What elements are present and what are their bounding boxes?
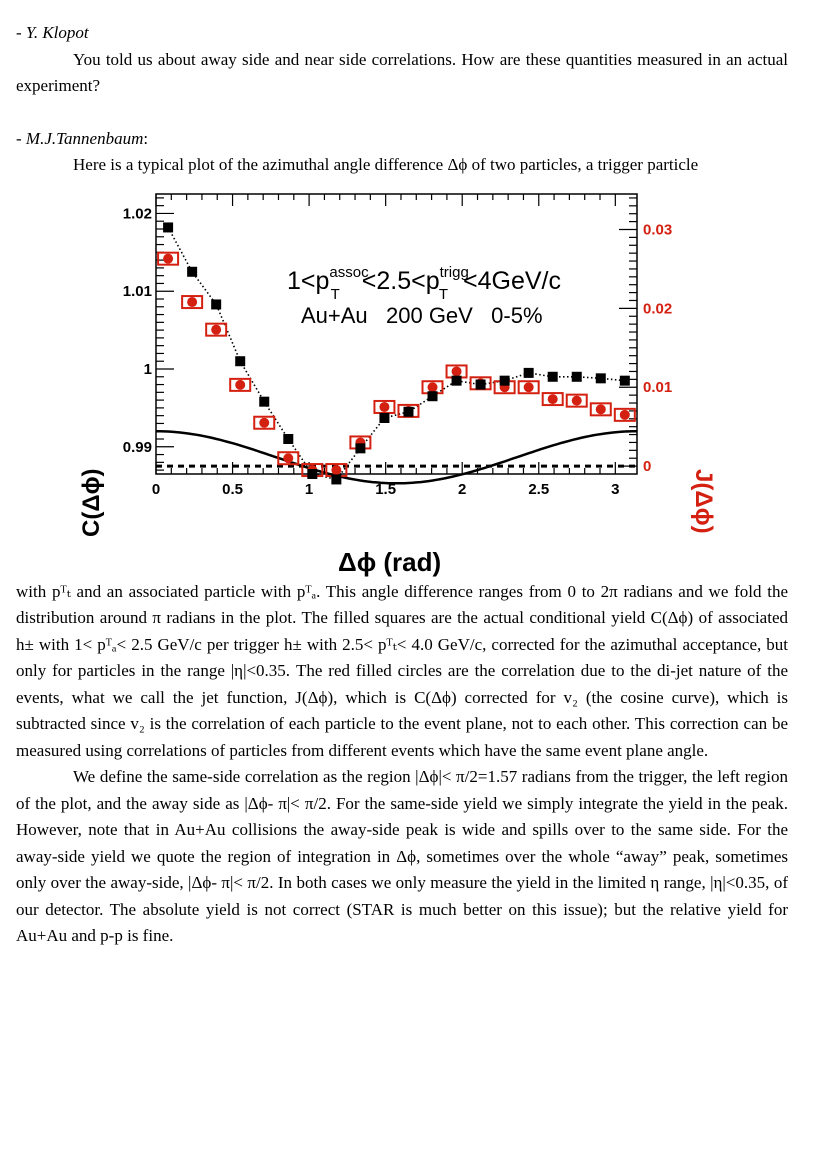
j-syst-box: [373, 399, 396, 414]
x-tick-label: 0: [152, 481, 160, 498]
speaker-name: M.J.Tannenbaum: [25, 128, 144, 148]
c-point: [499, 375, 510, 386]
left-tick-label: 1.02: [123, 205, 152, 222]
c-point: [595, 372, 606, 383]
c-point: [307, 468, 318, 479]
j-syst-box: [253, 415, 276, 430]
j-syst-box: [565, 393, 588, 408]
j-point: [619, 409, 630, 420]
question-text: You told us about away side and near sid…: [16, 49, 788, 96]
x-tick-label: 2.5: [528, 481, 549, 498]
c-point: [211, 298, 222, 309]
x-tick-label: 3: [611, 481, 619, 498]
page-body: - Y. Klopot You told us about away side …: [16, 20, 788, 950]
x-tick-label: 1: [305, 481, 313, 498]
j-point: [595, 403, 606, 414]
right-tick-label: 0: [643, 458, 651, 475]
paragraph-1: with pᵀₜ and an associated particle with…: [16, 581, 788, 760]
c-point: [547, 371, 558, 382]
plot-frame: [155, 192, 638, 475]
c-point: [259, 396, 270, 407]
left-tick-label: 0.99: [123, 438, 152, 455]
c-point: [475, 379, 486, 390]
right-tick-label: 0.03: [643, 221, 672, 238]
j-syst-box: [277, 450, 300, 465]
c-point: [427, 390, 438, 401]
c-point: [403, 406, 414, 417]
j-point: [235, 379, 246, 390]
j-point: [571, 395, 582, 406]
speaker-colon: :: [143, 128, 149, 148]
annotation-pt-range: 1<passoc T <2.5<ptrigg T <4GeV/c: [287, 264, 561, 303]
x-tick-label: 2: [458, 481, 466, 498]
right-axis-label: J(Δϕ): [690, 469, 717, 534]
correlation-chart: 0 0.5 1 1.5 2 2.5 30.9911.011.0200.010.020.03 …: [78, 192, 717, 577]
c-point: [523, 367, 534, 378]
j-syst-box: [397, 403, 420, 418]
intro-text: Here is a typical plot of the azimuthal …: [73, 155, 699, 174]
c-point: [451, 375, 462, 386]
j-syst-box: [205, 322, 228, 337]
j-point: [283, 452, 294, 463]
speaker-tannenbaum: - M.J.Tannenbaum:: [16, 126, 788, 153]
right-tick-label: 0.01: [643, 379, 672, 396]
j-syst-box: [181, 294, 204, 309]
v2-cosine-curve: [155, 429, 638, 485]
j-syst-box: [229, 377, 252, 392]
c-point: [163, 221, 174, 232]
c-point: [355, 442, 366, 453]
j-point: [331, 464, 342, 475]
j-syst-box: [157, 251, 180, 266]
figure: 0 0.5 1 1.5 2 2.5 3 0.99 1 1.01 1.02 0 0.01 0.02 0.03 …: [16, 179, 788, 579]
x-tick-label: 0.5: [222, 481, 243, 498]
jet-fit-curve: [167, 226, 625, 480]
c-point: [379, 412, 390, 423]
c-point: [283, 433, 294, 444]
j-point: [451, 365, 462, 376]
j-point: [427, 381, 438, 392]
x-tick-label: 1.5: [375, 481, 396, 498]
j-point: [547, 393, 558, 404]
paragraph-2: We define the same-side correlation as t…: [16, 767, 788, 945]
c-point: [571, 371, 582, 382]
j-syst-box: [613, 407, 636, 422]
c-point: [235, 355, 246, 366]
left-tick-label: 1.01: [123, 283, 152, 300]
c-point: [619, 375, 630, 386]
speaker-name: Y. Klopot: [25, 23, 89, 42]
left-tick-label: 1: [144, 361, 152, 378]
x-axis-label: Δϕ (rad): [338, 547, 441, 577]
annotation-system: Au+Au 200 GeV 0-5%: [301, 303, 543, 328]
j-point: [379, 401, 390, 412]
right-tick-label: 0.02: [643, 300, 672, 317]
j-point: [259, 417, 270, 428]
j-point: [187, 296, 198, 307]
speaker-dash: -: [16, 23, 26, 42]
speaker-dash: -: [16, 128, 26, 148]
j-syst-box: [589, 401, 612, 416]
c-point: [331, 473, 342, 484]
j-syst-box: [517, 379, 540, 394]
j-syst-box: [541, 391, 564, 406]
speaker-klopot: - Y. Klopot: [16, 20, 788, 47]
j-point: [163, 253, 174, 264]
j-point: [211, 324, 222, 335]
c-point: [187, 266, 198, 277]
left-axis-label: C(Δϕ): [78, 468, 105, 537]
j-point: [523, 381, 534, 392]
